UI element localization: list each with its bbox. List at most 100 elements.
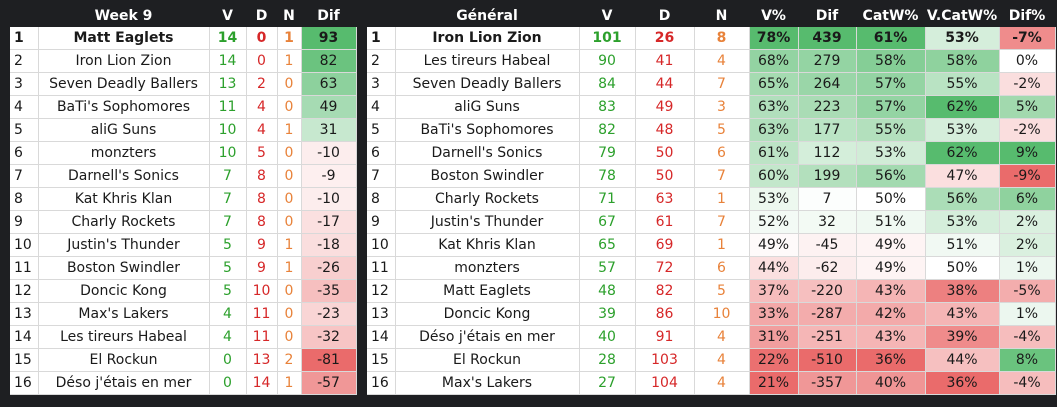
week-losses-cell: 13 bbox=[246, 348, 278, 372]
week-dif-cell: -9 bbox=[301, 164, 357, 188]
general-vpct-cell: 60% bbox=[749, 164, 799, 188]
general-vcatw-header: V.CatW% bbox=[925, 5, 999, 27]
week-rank-cell: 2 bbox=[10, 49, 39, 73]
general-losses-cell: 50 bbox=[635, 164, 695, 188]
general-vcatw-cell: 43% bbox=[925, 302, 1000, 326]
general-vcatw-cell: 39% bbox=[925, 325, 1000, 349]
general-draws-cell: 6 bbox=[694, 256, 750, 280]
week-table-row: 3 Seven Deadly Ballers 13 2 0 63 bbox=[10, 72, 357, 96]
general-catw-cell: 43% bbox=[856, 325, 926, 349]
general-catw-cell: 49% bbox=[856, 233, 926, 257]
general-catw-cell: 57% bbox=[856, 95, 926, 119]
general-team-cell: BaTi's Sophomores bbox=[395, 118, 580, 142]
general-rank-cell: 7 bbox=[367, 164, 396, 188]
week-losses-cell: 0 bbox=[246, 27, 278, 50]
general-draws-cell: 8 bbox=[694, 27, 750, 50]
week-table-row: 2 Iron Lion Zion 14 0 1 82 bbox=[10, 49, 357, 73]
general-vpct-cell: 33% bbox=[749, 302, 799, 326]
week-losses-cell: 4 bbox=[246, 118, 278, 142]
general-wins-cell: 28 bbox=[579, 348, 636, 372]
general-team-cell: Kat Khris Klan bbox=[395, 233, 580, 257]
week-draws-cell: 0 bbox=[277, 95, 302, 119]
general-title-header: Général bbox=[395, 5, 579, 27]
week-wins-cell: 0 bbox=[209, 371, 247, 395]
week-table-row: 6 monzters 10 5 0 -10 bbox=[10, 141, 357, 165]
general-dif-cell: 177 bbox=[798, 118, 857, 142]
general-vpct-cell: 68% bbox=[749, 49, 799, 73]
general-rank-cell: 15 bbox=[367, 348, 396, 372]
general-team-cell: Boston Swindler bbox=[395, 164, 580, 188]
general-d-header: D bbox=[635, 5, 694, 27]
week-dif-cell: 63 bbox=[301, 72, 357, 96]
general-draws-cell: 4 bbox=[694, 348, 750, 372]
general-difpct-cell: 8% bbox=[999, 348, 1056, 372]
general-wins-cell: 84 bbox=[579, 72, 636, 96]
general-dif-cell: 223 bbox=[798, 95, 857, 119]
week-team-cell: Les tireurs Habeal bbox=[38, 325, 210, 349]
general-losses-cell: 49 bbox=[635, 95, 695, 119]
week-team-cell: Déso j'étais en mer bbox=[38, 371, 210, 395]
week-losses-cell: 11 bbox=[246, 325, 278, 349]
week-losses-cell: 8 bbox=[246, 187, 278, 211]
week-table-row: 9 Charly Rockets 7 8 0 -17 bbox=[10, 210, 357, 234]
week-losses-cell: 0 bbox=[246, 49, 278, 73]
general-draws-cell: 1 bbox=[694, 187, 750, 211]
general-n-header: N bbox=[694, 5, 749, 27]
general-table-row: 13 Doncic Kong 39 86 10 33% -287 42% 43% 1% bbox=[367, 302, 1056, 326]
general-table-row: 5 BaTi's Sophomores 82 48 5 63% 177 55% 53% -2% bbox=[367, 118, 1056, 142]
week-dif-cell: -10 bbox=[301, 187, 357, 211]
general-team-cell: Charly Rockets bbox=[395, 187, 580, 211]
week-v-header: V bbox=[209, 5, 246, 27]
general-difpct-cell: -4% bbox=[999, 325, 1056, 349]
general-losses-cell: 26 bbox=[635, 27, 695, 50]
general-dif-cell: 32 bbox=[798, 210, 857, 234]
general-wins-cell: 83 bbox=[579, 95, 636, 119]
general-vpct-cell: 78% bbox=[749, 27, 799, 50]
general-catw-cell: 49% bbox=[856, 256, 926, 280]
general-wins-cell: 101 bbox=[579, 27, 636, 50]
general-wins-cell: 57 bbox=[579, 256, 636, 280]
general-wins-cell: 82 bbox=[579, 118, 636, 142]
general-wins-cell: 79 bbox=[579, 141, 636, 165]
week-dif-cell: -35 bbox=[301, 279, 357, 303]
general-difpct-cell: 2% bbox=[999, 210, 1056, 234]
general-team-cell: Doncic Kong bbox=[395, 302, 580, 326]
general-catw-cell: 57% bbox=[856, 72, 926, 96]
week-draws-cell: 1 bbox=[277, 256, 302, 280]
general-vcatw-cell: 55% bbox=[925, 72, 1000, 96]
general-draws-cell: 5 bbox=[694, 118, 750, 142]
general-difpct-cell: -9% bbox=[999, 164, 1056, 188]
week-wins-cell: 10 bbox=[209, 141, 247, 165]
week-losses-cell: 2 bbox=[246, 72, 278, 96]
week-team-cell: BaTi's Sophomores bbox=[38, 95, 210, 119]
week-rank-cell: 6 bbox=[10, 141, 39, 165]
week-rank-cell: 3 bbox=[10, 72, 39, 96]
general-rank-cell: 3 bbox=[367, 72, 396, 96]
week-wins-cell: 7 bbox=[209, 210, 247, 234]
week-draws-cell: 0 bbox=[277, 141, 302, 165]
general-dif-cell: -251 bbox=[798, 325, 857, 349]
general-losses-cell: 91 bbox=[635, 325, 695, 349]
general-losses-cell: 86 bbox=[635, 302, 695, 326]
week-losses-cell: 4 bbox=[246, 95, 278, 119]
general-dif-cell: 264 bbox=[798, 72, 857, 96]
general-draws-cell: 7 bbox=[694, 164, 750, 188]
week-team-cell: Charly Rockets bbox=[38, 210, 210, 234]
general-losses-cell: 72 bbox=[635, 256, 695, 280]
general-losses-cell: 41 bbox=[635, 49, 695, 73]
general-vcatw-cell: 53% bbox=[925, 27, 1000, 50]
general-catw-cell: 36% bbox=[856, 348, 926, 372]
general-vcatw-cell: 53% bbox=[925, 118, 1000, 142]
week-dif-cell: 82 bbox=[301, 49, 357, 73]
general-team-cell: Déso j'étais en mer bbox=[395, 325, 580, 349]
week-team-cell: aliG Suns bbox=[38, 118, 210, 142]
week-team-cell: Seven Deadly Ballers bbox=[38, 72, 210, 96]
general-vpct-cell: 49% bbox=[749, 233, 799, 257]
general-vcatw-cell: 62% bbox=[925, 95, 1000, 119]
general-losses-cell: 69 bbox=[635, 233, 695, 257]
week-dif-header: Dif bbox=[301, 5, 356, 27]
general-catw-cell: 42% bbox=[856, 302, 926, 326]
week-losses-cell: 9 bbox=[246, 233, 278, 257]
general-draws-cell: 4 bbox=[694, 325, 750, 349]
week-rank-cell: 11 bbox=[10, 256, 39, 280]
